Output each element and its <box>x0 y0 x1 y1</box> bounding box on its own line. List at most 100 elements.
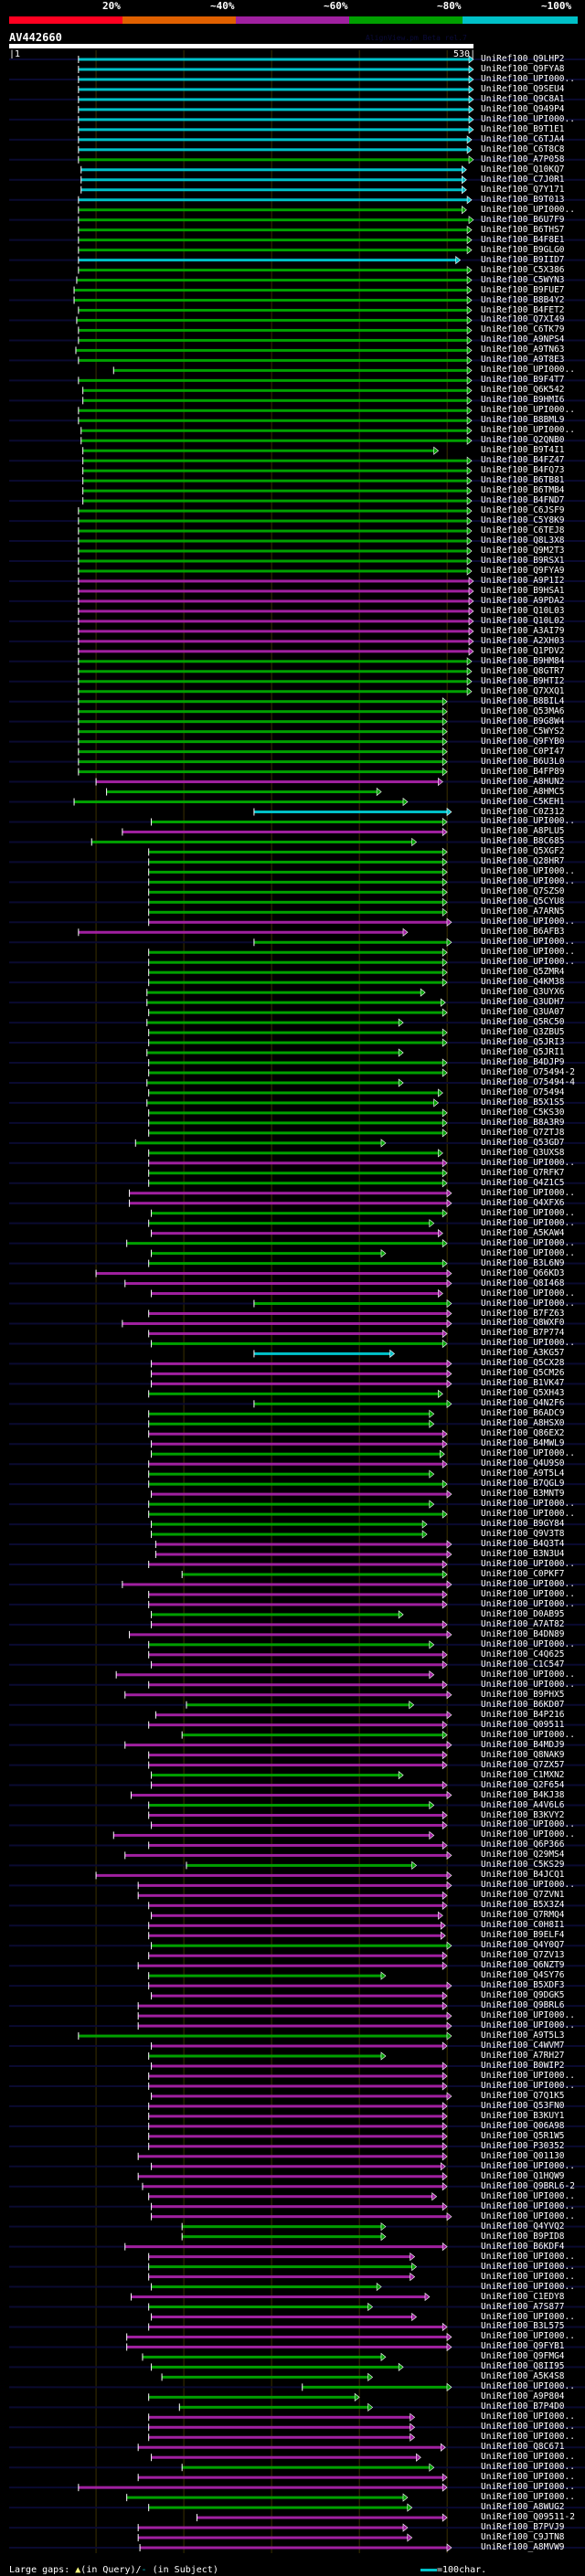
hit-label[interactable]: UniRef100_Q5RC50 <box>481 1017 565 1028</box>
hit-label[interactable]: UniRef100_B4DN89 <box>481 1628 565 1639</box>
hit-label[interactable]: UniRef100_B4JCQ1 <box>481 1870 565 1881</box>
hit-label[interactable]: UniRef100_B4FET2 <box>481 304 565 315</box>
hit-label[interactable]: UniRef100_Q7XXQ1 <box>481 685 565 696</box>
hit-label[interactable]: UniRef100_Q09511-2 <box>481 2512 575 2523</box>
hit-label[interactable]: UniRef100_C5WYN3 <box>481 274 565 285</box>
hit-label[interactable]: UniRef100_B4Q3T4 <box>481 1539 565 1550</box>
hit-label[interactable]: UniRef100_Q7RFK7 <box>481 1167 565 1178</box>
hit-label[interactable]: UniRef100_Q9FYA8 <box>481 63 565 74</box>
hit-label[interactable]: UniRef100_B3L6N9 <box>481 1257 565 1268</box>
hit-label[interactable]: UniRef100_UPI000.. <box>481 113 575 124</box>
hit-label[interactable]: UniRef100_UPI000.. <box>481 1207 575 1218</box>
hit-label[interactable]: UniRef100_A8WUG2 <box>481 2502 565 2513</box>
hit-label[interactable]: UniRef100_B9F4T7 <box>481 375 565 386</box>
hit-label[interactable]: UniRef100_B6AFB3 <box>481 927 565 938</box>
hit-label[interactable]: UniRef100_O75494-4 <box>481 1076 575 1087</box>
hit-label[interactable]: UniRef100_B7P774 <box>481 1328 565 1339</box>
hit-label[interactable]: UniRef100_B8C685 <box>481 836 565 847</box>
hit-label[interactable]: UniRef100_UPI000.. <box>481 2251 575 2262</box>
hit-label[interactable]: UniRef100_A9T5L3 <box>481 2030 565 2041</box>
hit-label[interactable]: UniRef100_UPI000.. <box>481 947 575 958</box>
hit-label[interactable]: UniRef100_C5Y8K9 <box>481 515 565 526</box>
hit-label[interactable]: UniRef100_UPI000.. <box>481 1829 575 1840</box>
hit-label[interactable]: UniRef100_UPI000.. <box>481 1288 575 1299</box>
hit-label[interactable]: UniRef100_UPI000.. <box>481 1499 575 1510</box>
hit-label[interactable]: UniRef100_Q6P366 <box>481 1839 565 1850</box>
hit-label[interactable]: UniRef100_UPI000.. <box>481 1880 575 1891</box>
hit-label[interactable]: UniRef100_UPI000.. <box>481 2010 575 2021</box>
hit-label[interactable]: UniRef100_A8HMC5 <box>481 786 565 797</box>
hit-label[interactable]: UniRef100_A4V6L6 <box>481 1799 565 1810</box>
hit-label[interactable]: UniRef100_C5WYS2 <box>481 726 565 737</box>
hit-label[interactable]: UniRef100_Q86EX2 <box>481 1428 565 1439</box>
hit-label[interactable]: UniRef100_UPI000.. <box>481 425 575 436</box>
hit-label[interactable]: UniRef100_Q5XGF2 <box>481 846 565 857</box>
hit-label[interactable]: UniRef100_Q4KM38 <box>481 977 565 988</box>
hit-label[interactable]: UniRef100_UPI000.. <box>481 1298 575 1309</box>
hit-label[interactable]: UniRef100_Q9BRL6 <box>481 2000 565 2011</box>
hit-label[interactable]: UniRef100_Q9FYB1 <box>481 2341 565 2352</box>
hit-label[interactable]: UniRef100_UPI000.. <box>481 2412 575 2422</box>
hit-label[interactable]: UniRef100_B5X3Z4 <box>481 1900 565 1911</box>
hit-label[interactable]: UniRef100_A9P1I2 <box>481 575 565 586</box>
hit-label[interactable]: UniRef100_UPI000.. <box>481 2020 575 2031</box>
hit-label[interactable]: UniRef100_Q4U9S0 <box>481 1458 565 1469</box>
hit-label[interactable]: UniRef100_C5KS29 <box>481 1860 565 1871</box>
hit-label[interactable]: UniRef100_Q8GTR7 <box>481 665 565 676</box>
hit-label[interactable]: UniRef100_Q9FYA9 <box>481 565 565 576</box>
hit-label[interactable]: UniRef100_B7PVJ9 <box>481 2522 565 2533</box>
hit-label[interactable]: UniRef100_Q5CX28 <box>481 1358 565 1369</box>
hit-label[interactable]: UniRef100_Q9FYB0 <box>481 736 565 747</box>
hit-label[interactable]: UniRef100_C0PKF7 <box>481 1568 565 1579</box>
hit-label[interactable]: UniRef100_Q4N2F6 <box>481 1398 565 1409</box>
hit-label[interactable]: UniRef100_A8HUN2 <box>481 776 565 787</box>
hit-label[interactable]: UniRef100_A7AT82 <box>481 1618 565 1629</box>
hit-label[interactable]: UniRef100_Q5CYU8 <box>481 896 565 907</box>
hit-label[interactable]: UniRef100_UPI000.. <box>481 1819 575 1830</box>
hit-label[interactable]: UniRef100_Q1HQW9 <box>481 2170 565 2181</box>
hit-label[interactable]: UniRef100_Q4XFX6 <box>481 1197 565 1208</box>
hit-label[interactable]: UniRef100_A9T8E3 <box>481 355 565 366</box>
hit-label[interactable]: UniRef100_Q4Z1C5 <box>481 1177 565 1188</box>
hit-label[interactable]: UniRef100_UPI000.. <box>481 2422 575 2433</box>
hit-label[interactable]: UniRef100_A9P804 <box>481 2391 565 2402</box>
hit-label[interactable]: UniRef100_C1EDY8 <box>481 2291 565 2302</box>
hit-label[interactable]: UniRef100_B4FZ47 <box>481 455 565 466</box>
hit-label[interactable]: UniRef100_UPI000.. <box>481 2200 575 2211</box>
hit-label[interactable]: UniRef100_B9ELF4 <box>481 1930 565 1941</box>
hit-label[interactable]: UniRef100_Q8NAK9 <box>481 1749 565 1760</box>
hit-label[interactable]: UniRef100_Q8I468 <box>481 1277 565 1288</box>
hit-label[interactable]: UniRef100_B3N3U4 <box>481 1549 565 1560</box>
hit-label[interactable]: UniRef100_B9T013 <box>481 194 565 205</box>
hit-label[interactable]: UniRef100_Q8L3X8 <box>481 535 565 546</box>
hit-label[interactable]: UniRef100_Q3UYX6 <box>481 987 565 998</box>
hit-label[interactable]: UniRef100_UPI000.. <box>481 1187 575 1198</box>
hit-label[interactable]: UniRef100_UPI000.. <box>481 1217 575 1228</box>
hit-label[interactable]: UniRef100_Q53MA6 <box>481 705 565 716</box>
hit-label[interactable]: UniRef100_B4MWL9 <box>481 1438 565 1449</box>
hit-label[interactable]: UniRef100_B9HSA1 <box>481 585 565 596</box>
hit-label[interactable]: UniRef100_B4DJP9 <box>481 1057 565 1067</box>
hit-label[interactable]: UniRef100_UPI000.. <box>481 2281 575 2292</box>
hit-label[interactable]: UniRef100_B9GLG0 <box>481 244 565 255</box>
hit-label[interactable]: UniRef100_UPI000.. <box>481 1588 575 1599</box>
hit-label[interactable]: UniRef100_C0PI47 <box>481 746 565 757</box>
hit-label[interactable]: UniRef100_Q5JRI1 <box>481 1047 565 1058</box>
hit-label[interactable]: UniRef100_B5XDF3 <box>481 1980 565 1991</box>
hit-label[interactable]: UniRef100_B6TB81 <box>481 475 565 486</box>
hit-label[interactable]: UniRef100_Q10L03 <box>481 605 565 616</box>
hit-label[interactable]: UniRef100_A8PLU5 <box>481 826 565 837</box>
hit-label[interactable]: UniRef100_UPI000.. <box>481 2160 575 2171</box>
hit-label[interactable]: UniRef100_B3L575 <box>481 2321 565 2332</box>
hit-label[interactable]: UniRef100_Q7ZV13 <box>481 1950 565 1961</box>
hit-label[interactable]: UniRef100_B6U7F9 <box>481 214 565 225</box>
hit-label[interactable]: UniRef100_UPI000.. <box>481 1157 575 1168</box>
hit-label[interactable]: UniRef100_B3MNT9 <box>481 1489 565 1500</box>
hit-label[interactable]: UniRef100_Q5CM26 <box>481 1368 565 1379</box>
hit-label[interactable]: UniRef100_Q10L02 <box>481 615 565 626</box>
hit-label[interactable]: UniRef100_UPI000.. <box>481 2331 575 2342</box>
hit-label[interactable]: UniRef100_B9T1E1 <box>481 123 565 134</box>
hit-label[interactable]: UniRef100_Q8II95 <box>481 2361 565 2372</box>
hit-label[interactable]: UniRef100_B9HMI6 <box>481 395 565 406</box>
hit-label[interactable]: UniRef100_B6THS7 <box>481 224 565 235</box>
